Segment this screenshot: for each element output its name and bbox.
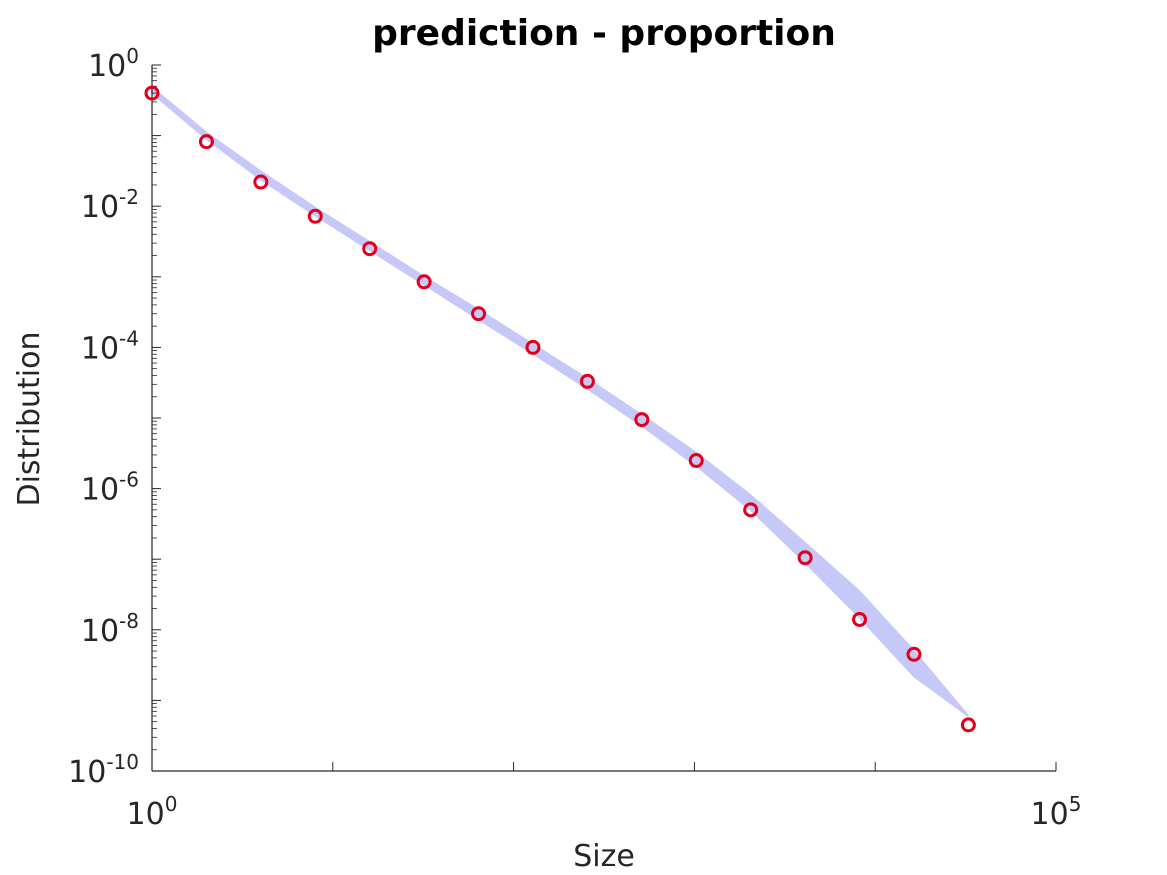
axes-layer	[151, 64, 1057, 772]
y-tick-label: 10-4	[81, 326, 139, 366]
data-point	[743, 502, 759, 518]
data-point	[688, 453, 704, 469]
data-point	[906, 646, 922, 662]
x-axis-label: Size	[573, 839, 635, 874]
data-point	[253, 174, 269, 190]
x-tick-label: 105	[1031, 792, 1082, 832]
x-tick-label: 100	[127, 792, 178, 832]
y-axis-label: Distribution	[12, 331, 47, 506]
y-tick-label: 10-8	[81, 609, 139, 649]
y-tick-label: 10-2	[81, 185, 139, 225]
chart-title: prediction - proportion	[372, 13, 836, 54]
data-point	[852, 611, 868, 627]
prediction-band-layer	[151, 85, 970, 717]
data-point	[416, 274, 432, 290]
data-point	[634, 412, 650, 428]
data-point	[525, 339, 541, 355]
data-points-layer	[144, 85, 976, 733]
data-point	[362, 241, 378, 257]
data-point	[471, 306, 487, 322]
data-point	[307, 208, 323, 224]
data-point	[144, 85, 160, 101]
data-point	[797, 550, 813, 566]
y-tick-label: 100	[88, 44, 139, 84]
prediction-band	[151, 85, 970, 717]
y-tick-label: 10-6	[81, 468, 139, 508]
data-point	[960, 717, 976, 733]
data-point	[198, 134, 214, 150]
y-tick-label: 10-10	[68, 750, 139, 790]
data-point	[579, 373, 595, 389]
